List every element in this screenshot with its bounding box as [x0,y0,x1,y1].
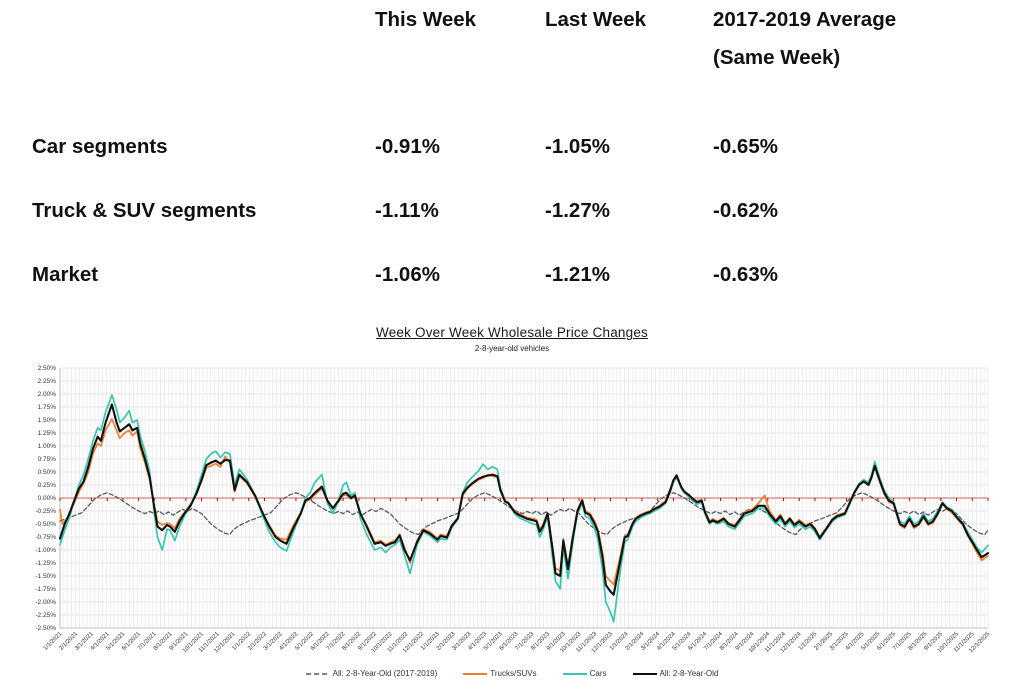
y-axis-tick-label: -1.00% [35,547,56,554]
truck-this-week-value: -1.11% [375,199,439,222]
y-axis-tick-label: -2.25% [35,612,56,619]
series-line-all-2-8-year-old-2017-2019- [59,492,989,536]
legend-item-cars: Cars [562,669,607,678]
y-axis-tick-label: 0.50% [38,469,57,476]
truck-last-week-value: -1.27% [545,199,610,222]
row-label-truck-suv-segments: Truck & SUV segments [32,199,257,222]
market-last-week-value: -1.21% [545,263,610,286]
y-axis-tick-label: -2.00% [35,599,56,606]
y-axis-tick-label: 2.50% [38,365,57,372]
legend-item-all-2-8-year-old-2017-2019-: All: 2-8-Year-Old (2017-2019) [305,669,438,678]
row-label-market: Market [32,263,99,286]
car-average-value: -0.65% [713,135,778,158]
legend-label: All: 2-8-Year-Old [659,669,719,678]
market-this-week-value: -1.06% [375,263,440,286]
legend-line-swatch [463,672,488,675]
chart-legend: All: 2-8-Year-Old (2017-2019) Trucks/SUVs… [0,669,1024,678]
column-header-last-week: Last Week [545,8,647,31]
column-header-average-line1: 2017-2019 Average [713,8,897,31]
y-axis-tick-label: 1.25% [38,430,57,437]
legend-line-swatch [562,672,587,675]
legend-label: Trucks/SUVs [490,669,537,678]
y-axis-tick-label: 1.75% [38,404,57,411]
y-axis-tick-label: 1.50% [38,417,57,424]
y-axis-tick-label: 2.25% [38,378,57,385]
y-axis-tick-label: -1.75% [35,586,56,593]
y-axis-tick-label: 0.25% [38,482,57,489]
y-axis-tick-label: -1.25% [35,560,56,567]
y-axis-tick-label: -0.75% [35,534,56,541]
y-axis-tick-label: -0.25% [35,508,56,515]
y-axis-tick-label: 0.00% [38,495,57,502]
chart-title: Week Over Week Wholesale Price Changes [376,325,648,340]
legend-label: All: 2-8-Year-Old (2017-2019) [332,669,438,678]
market-average-value: -0.63% [713,263,778,286]
car-this-week-value: -0.91% [375,135,440,158]
legend-item-all-2-8-year-old: All: 2-8-Year-Old [632,669,719,678]
truck-average-value: -0.62% [713,199,778,222]
y-axis-tick-label: 0.75% [38,456,57,463]
chart-subtitle: 2-8-year-old vehicles [474,344,550,353]
legend-item-trucks-suvs: Trucks/SUVs [463,669,537,678]
legend-label: Cars [589,669,607,678]
y-axis-tick-label: -0.50% [35,521,56,528]
y-axis-tick-label: -1.50% [35,573,56,580]
series-line-all-2-8-year-old [58,403,990,596]
legend-line-swatch [632,672,657,675]
y-axis-tick-label: 2.00% [38,391,57,398]
legend-line-swatch [305,672,330,675]
series-line-cars [59,394,989,623]
column-header-this-week: This Week [375,8,477,31]
car-last-week-value: -1.05% [545,135,610,158]
y-axis-tick-label: 1.00% [38,443,57,450]
row-label-car-segments: Car segments [32,135,168,158]
column-header-average-line2: (Same Week) [713,46,841,69]
y-axis-tick-label: -2.50% [35,625,56,632]
